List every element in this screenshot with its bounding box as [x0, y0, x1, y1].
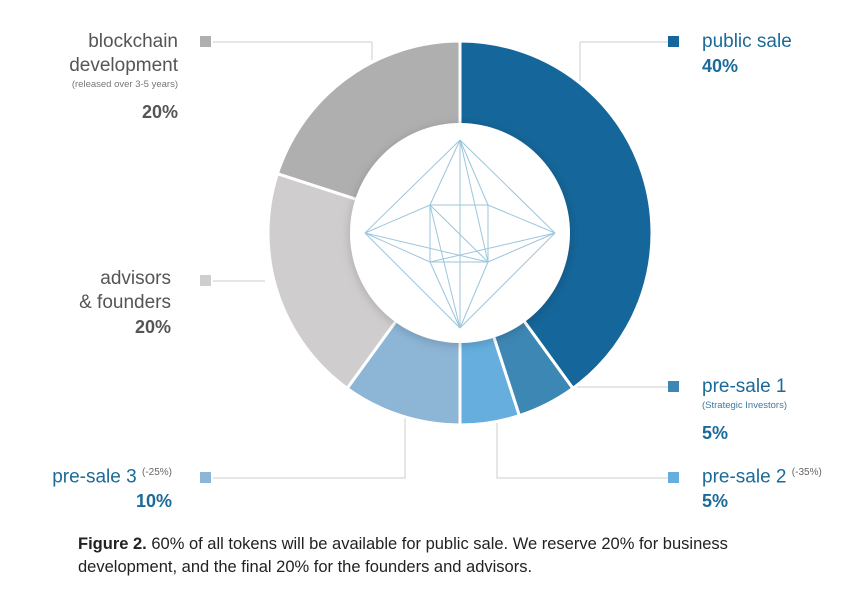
legend-square-public-sale [668, 36, 679, 47]
label-name: public sale [702, 31, 792, 52]
label-public-sale: public sale 40% [702, 30, 792, 78]
crystal-edge [429, 204, 489, 263]
crystal-edge [429, 139, 461, 206]
crystal-edge [459, 139, 489, 206]
legend-square-blockchain [200, 36, 211, 47]
legend-square-advisors [200, 275, 211, 286]
label-name: pre-sale 3 (-25%) [52, 461, 172, 489]
label-name-line1: blockchain [88, 31, 178, 52]
label-pre-sale-3: pre-sale 3 (-25%) 10% [52, 461, 172, 513]
label-percent: 5% [702, 491, 729, 512]
crystal-edge [487, 204, 556, 234]
label-blockchain-development: blockchain development (released over 3-… [69, 30, 178, 124]
crystal-edge [364, 204, 431, 234]
crystal-edge [429, 261, 461, 329]
crystal-edge [429, 204, 461, 329]
label-note: (Strategic Investors) [702, 400, 787, 411]
label-percent: 10% [135, 491, 172, 512]
label-discount: (-25%) [141, 467, 172, 478]
crystal-edge [459, 232, 556, 329]
label-pre-sale-2: pre-sale 2 (-35%) 5% [702, 461, 822, 513]
caption-label: Figure 2. [78, 535, 147, 553]
legend-square-pre-sale-2 [668, 472, 679, 483]
crystal-edge [459, 139, 556, 234]
legend-square-pre-sale-1 [668, 381, 679, 392]
label-name-text: pre-sale 2 [702, 466, 787, 488]
crystal-edge [459, 139, 489, 263]
crystal-edge [429, 232, 556, 263]
label-percent: 5% [702, 423, 729, 443]
label-name-line2: development [69, 55, 178, 76]
crystal-edge [459, 261, 489, 329]
crystal-edge [364, 139, 461, 234]
donut-chart [200, 36, 679, 483]
crystal-edge [364, 232, 431, 263]
label-advisors-founders: advisors & founders 20% [79, 267, 171, 339]
crystal-edge [364, 232, 489, 263]
label-percent: 20% [134, 317, 171, 337]
label-name: pre-sale 2 (-35%) [702, 461, 822, 489]
label-name: pre-sale 1 [702, 376, 787, 397]
label-percent: 20% [141, 102, 178, 122]
label-name-line2: & founders [79, 292, 171, 313]
label-name-line1: advisors [100, 268, 171, 289]
label-name-text: pre-sale 3 [52, 466, 137, 488]
crystal-edge [364, 232, 461, 329]
label-discount: (-35%) [791, 467, 822, 478]
label-percent: 40% [702, 56, 739, 76]
label-pre-sale-1: pre-sale 1 (Strategic Investors) 5% [702, 375, 787, 445]
legend-square-pre-sale-3 [200, 472, 211, 483]
label-note: (released over 3-5 years) [71, 79, 178, 90]
crystal-edge [487, 232, 556, 263]
donut-slices [266, 39, 654, 427]
caption-text: 60% of all tokens will be available for … [78, 535, 728, 576]
figure-caption: Figure 2. 60% of all tokens will be avai… [78, 533, 798, 579]
crystal-icon [364, 139, 556, 329]
legend-squares [200, 36, 679, 483]
leader-line [213, 410, 406, 479]
